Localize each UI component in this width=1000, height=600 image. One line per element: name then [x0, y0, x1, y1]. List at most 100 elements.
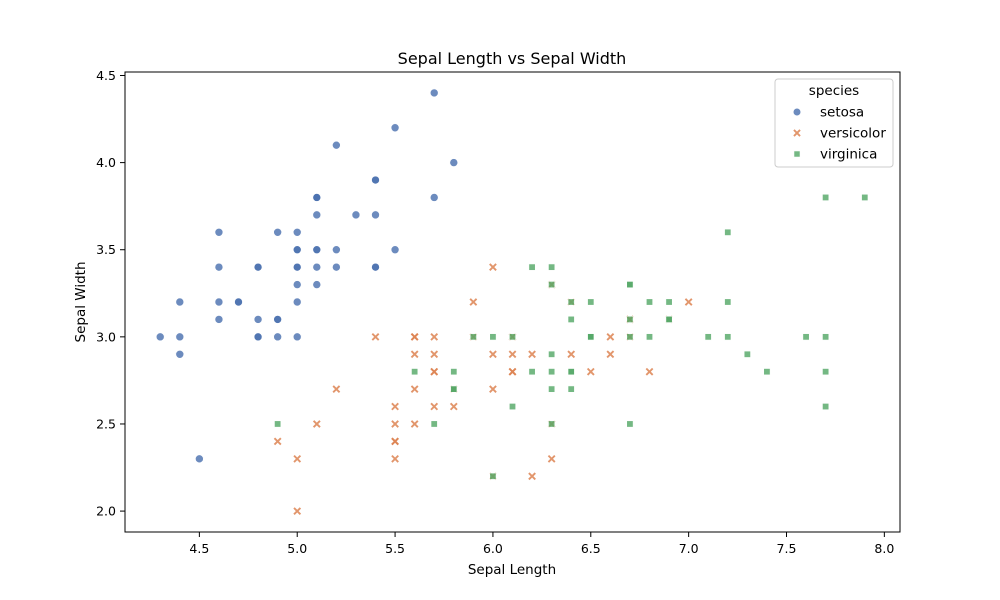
point-versicolor-48: [528, 350, 536, 359]
point-setosa-49: [351, 210, 361, 220]
x-tick-label: 4.5: [189, 541, 209, 556]
point-setosa-34: [390, 123, 400, 133]
point-versicolor-49: [312, 420, 321, 428]
point-virginica-14: [430, 420, 438, 428]
x-tick-label: 8.0: [874, 541, 894, 556]
point-versicolor-19: [528, 472, 536, 481]
point-setosa-42: [195, 454, 204, 464]
point-setosa-37: [390, 245, 400, 255]
y-tick-label: 2.0: [96, 504, 116, 519]
point-virginica-27: [528, 368, 536, 376]
point-versicolor-36: [489, 263, 497, 272]
point-virginica-44: [645, 298, 653, 306]
point-setosa-44: [292, 245, 302, 255]
point-virginica-32: [861, 193, 869, 201]
x-axis: 4.5 5.0 5.5 6.0 6.5 7.0 7.5 8.0: [189, 532, 894, 556]
point-virginica-34: [548, 368, 556, 376]
data-points: [155, 88, 869, 515]
point-versicolor-30: [430, 402, 439, 411]
x-tick-label: 7.0: [679, 541, 699, 556]
point-virginica-4: [548, 350, 556, 358]
point-setosa-14: [155, 332, 165, 342]
point-setosa-27: [292, 262, 302, 272]
point-versicolor-21: [469, 298, 478, 306]
point-versicolor-45: [410, 385, 419, 393]
plot-frame: [124, 71, 901, 533]
point-virginica-37: [548, 263, 556, 271]
point-virginica-28: [508, 333, 516, 341]
point-virginica-18: [822, 193, 830, 201]
legend-item-setosa: setosa: [792, 105, 864, 121]
point-versicolor-41: [391, 402, 399, 411]
point-versicolor-29: [489, 350, 497, 359]
point-virginica-41: [626, 315, 634, 323]
legend-marker-virginica: [793, 150, 801, 158]
point-virginica-48: [587, 333, 595, 341]
point-setosa-25: [253, 262, 263, 272]
point-versicolor-39: [410, 332, 419, 341]
point-virginica-8: [743, 350, 751, 358]
point-versicolor-10: [332, 385, 341, 393]
point-setosa-19: [429, 193, 439, 202]
point-versicolor-8: [273, 437, 282, 446]
point-versicolor-4: [391, 454, 399, 463]
point-virginica-24: [548, 385, 556, 393]
point-versicolor-5: [586, 367, 595, 376]
x-axis-title: Sepal Length: [468, 562, 556, 578]
point-setosa-11: [371, 210, 380, 220]
legend-marker-versicolor: [793, 129, 801, 137]
point-virginica-33: [567, 368, 575, 376]
point-versicolor-14: [508, 350, 517, 359]
y-axis-title: Sepal Width: [73, 262, 89, 343]
legend-marker-setosa: [792, 107, 802, 117]
point-setosa-50: [292, 280, 302, 289]
point-versicolor-38: [547, 454, 556, 463]
y-tick-label: 4.5: [96, 68, 116, 83]
point-virginica-22: [411, 368, 419, 376]
legend-label: versicolor: [820, 126, 886, 142]
point-setosa-16: [429, 88, 439, 98]
point-versicolor-27: [645, 367, 654, 376]
point-versicolor-35: [371, 332, 380, 341]
point-virginica-19: [822, 403, 830, 411]
x-tick-label: 7.5: [777, 541, 797, 556]
legend-items: setosa versicolor virginica: [792, 105, 886, 163]
point-setosa-5: [292, 228, 302, 237]
point-virginica-26: [724, 298, 732, 306]
point-virginica-50: [469, 333, 477, 341]
point-versicolor-32: [391, 437, 399, 446]
x-tick-label: 5.0: [287, 541, 307, 556]
legend-frame: [774, 78, 894, 168]
point-versicolor-43: [449, 402, 458, 411]
point-virginica-45: [626, 281, 634, 289]
point-virginica-10: [724, 228, 732, 236]
point-virginica-42: [665, 315, 673, 323]
point-setosa-33: [332, 140, 341, 150]
point-virginica-11: [587, 298, 595, 306]
y-tick-label: 3.0: [96, 329, 116, 344]
point-virginica-46: [626, 333, 634, 341]
point-virginica-30: [724, 333, 732, 341]
point-virginica-6: [802, 333, 810, 341]
point-versicolor-46: [430, 332, 439, 341]
point-virginica-13: [645, 333, 653, 341]
point-setosa-17: [371, 175, 380, 185]
point-setosa-9: [175, 349, 185, 359]
legend-title: species: [809, 83, 859, 99]
x-tick-label: 5.5: [385, 541, 405, 556]
y-axis: 2.0 2.5 3.0 3.5 4.0 4.5: [96, 68, 125, 519]
y-tick-label: 4.0: [96, 155, 116, 170]
point-setosa-15: [449, 158, 459, 167]
point-virginica-21: [665, 298, 673, 306]
point-virginica-9: [626, 420, 634, 428]
point-versicolor-1: [684, 298, 693, 306]
point-virginica-47: [548, 420, 556, 428]
point-virginica-36: [822, 333, 830, 341]
legend-label: setosa: [820, 105, 864, 121]
point-setosa-36: [292, 297, 302, 307]
point-virginica-35: [508, 403, 516, 411]
point-versicolor-47: [430, 350, 439, 359]
point-virginica-16: [567, 298, 575, 306]
point-virginica-15: [450, 368, 458, 376]
